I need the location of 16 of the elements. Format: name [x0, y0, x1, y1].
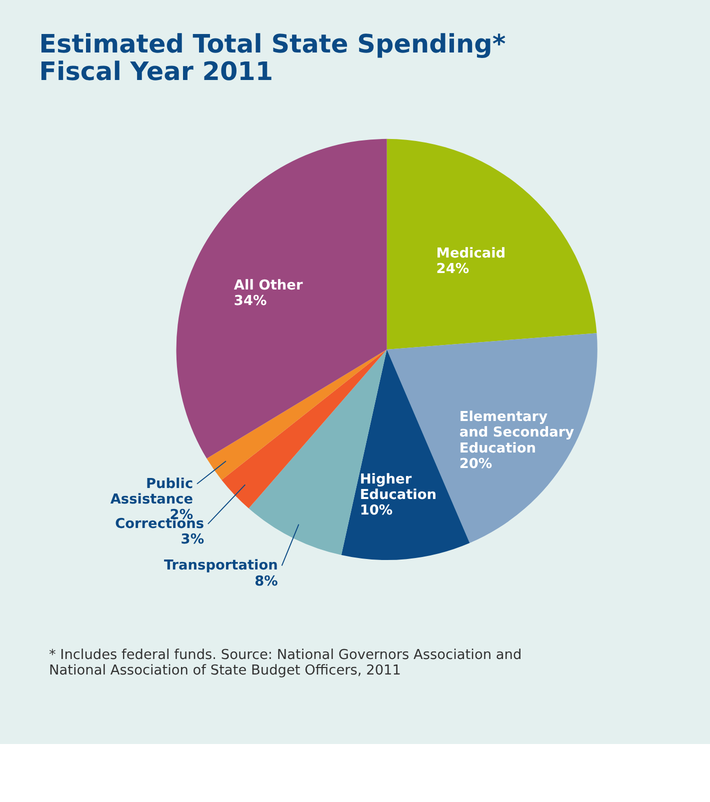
data-label: 34%: [234, 292, 267, 309]
text: * Includes federal funds. Source: National Governors Association and National Association of State Budget Officers, 2011: [48, 646, 522, 679]
pie-slice: [176, 138, 387, 459]
slice-label: Transportation: [164, 558, 278, 574]
pie-slice: [386, 138, 597, 350]
data-label: 20%: [459, 456, 492, 472]
data-label: 3%: [180, 532, 204, 548]
data-label: 10%: [360, 502, 393, 519]
slice-label: All Other: [234, 277, 303, 294]
slice-label: Higher Education: [360, 471, 437, 504]
slice-label: Public Assistance: [110, 476, 194, 508]
slice-label: Medicaid: [436, 246, 506, 262]
chart-title: Estimated Total State Spending* Fiscal Year 2011: [39, 30, 506, 88]
data-label: 24%: [436, 261, 470, 278]
data-label: 8%: [254, 573, 278, 590]
slice-label: Elementary and Secondary Education: [459, 408, 574, 456]
